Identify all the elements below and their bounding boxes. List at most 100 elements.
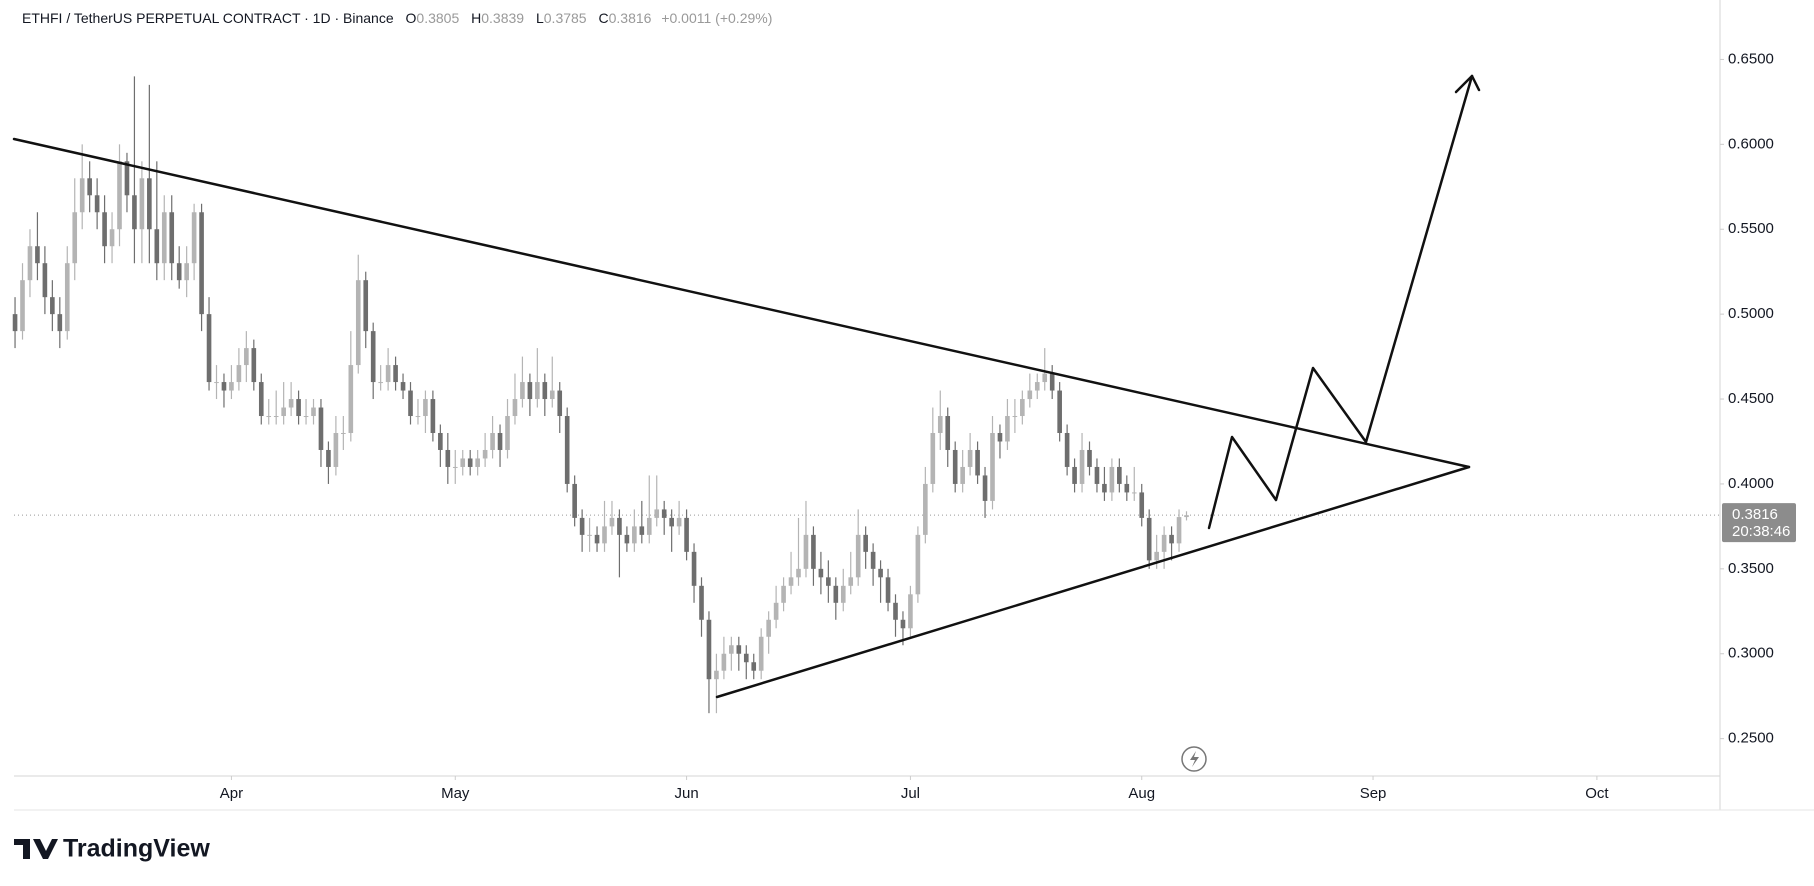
candle-body	[1109, 466, 1115, 493]
candle-body	[1161, 534, 1167, 552]
candle-body	[1064, 432, 1070, 467]
candle-body	[497, 432, 503, 450]
candle-body	[721, 653, 727, 671]
candle-body	[206, 314, 212, 383]
ohlc-letter: L	[536, 10, 544, 26]
candle-body	[945, 416, 951, 450]
lower-trendline	[715, 465, 1471, 699]
candle-body	[50, 297, 55, 315]
candle-body	[646, 517, 652, 535]
candle-body	[467, 458, 473, 467]
candle-body	[602, 526, 607, 544]
candle-body	[311, 407, 316, 417]
candle-body	[430, 399, 436, 433]
candle-body	[781, 585, 786, 603]
candle-body	[952, 449, 958, 484]
candle-body	[669, 517, 674, 527]
candle-body	[475, 458, 480, 467]
drawings	[12, 74, 1481, 699]
icon-circle	[1181, 746, 1207, 772]
candle-body	[1020, 399, 1025, 417]
candle-body	[811, 534, 816, 569]
change: +0.0011 (+0.29%)	[661, 10, 772, 26]
candle-body	[273, 416, 279, 418]
candle-body	[848, 577, 854, 586]
candle-body	[937, 416, 943, 433]
y-tick-label: 0.4000	[1728, 475, 1774, 492]
candle-body	[258, 382, 264, 417]
candle-body	[833, 585, 839, 603]
y-tick-label: 0.6000	[1728, 135, 1774, 152]
candle-body	[72, 212, 78, 264]
icon-bolt	[1190, 751, 1199, 767]
y-tick-label: 0.5000	[1728, 305, 1774, 322]
candle-body	[244, 348, 249, 366]
header: ETHFI / TetherUS PERPETUAL CONTRACT · 1D…	[22, 10, 772, 26]
candle-body	[214, 382, 219, 384]
candle-body	[1169, 534, 1174, 544]
candle-body	[490, 432, 495, 450]
candle-body	[1049, 373, 1055, 391]
candle-body	[132, 195, 137, 230]
candle-body	[691, 551, 697, 586]
candle-body	[699, 585, 704, 620]
candle-body	[341, 432, 346, 434]
candle-body	[423, 399, 428, 417]
y-tick-label: 0.2500	[1728, 730, 1774, 747]
candle-body	[326, 449, 331, 467]
y-tick-label: 0.3500	[1728, 560, 1774, 577]
candle-body	[743, 653, 749, 663]
candle-body	[333, 432, 339, 467]
candle-body	[982, 475, 988, 501]
candle-body	[639, 526, 645, 535]
candle-body	[57, 314, 63, 332]
candle-body	[1139, 492, 1145, 518]
candle-body	[1124, 483, 1130, 493]
candle-body	[385, 365, 391, 383]
candle-body	[355, 280, 361, 366]
candle-body	[445, 449, 451, 467]
brand[interactable]: TradingView	[14, 835, 210, 863]
candle-body	[512, 399, 518, 417]
candle-body	[35, 246, 40, 264]
candle-body	[684, 517, 689, 552]
candle-body	[27, 246, 33, 281]
y-tick-label: 0.4500	[1728, 390, 1774, 407]
brand-name: TradingView	[63, 835, 210, 863]
candle-body	[393, 365, 398, 383]
candle-body	[878, 568, 883, 578]
candle-body	[452, 466, 458, 468]
candle-body	[579, 517, 585, 535]
candle-body	[191, 212, 197, 264]
candle-body	[818, 568, 824, 578]
candle-body	[505, 416, 510, 450]
candle-body	[788, 577, 794, 586]
candle-body	[594, 534, 600, 544]
replay-icon[interactable]	[1181, 746, 1207, 772]
candle-body	[624, 534, 630, 544]
x-tick-label: May	[441, 785, 470, 802]
candle-body	[527, 382, 533, 400]
candle-body	[930, 432, 936, 484]
candle-body	[42, 263, 48, 298]
candle-body	[609, 517, 615, 527]
candle-body	[736, 645, 742, 654]
candle-body	[348, 365, 354, 433]
candle-body	[1057, 390, 1062, 433]
symbol-title: ETHFI / TetherUS PERPETUAL CONTRACT · 1D…	[22, 10, 394, 26]
candle-body	[1094, 466, 1100, 484]
candle-body	[870, 551, 876, 569]
candle-body	[251, 348, 257, 383]
ohlc-value: 0.3839	[481, 10, 524, 26]
candle-body	[147, 178, 152, 230]
x-tick-label: Jun	[674, 785, 698, 802]
candle-body	[400, 382, 406, 391]
x-tick-label: Oct	[1585, 785, 1609, 802]
candle-body	[288, 399, 294, 408]
candle-body	[729, 645, 734, 654]
x-tick-label: Sep	[1360, 785, 1387, 802]
ohlc-letter: C	[598, 10, 608, 26]
candle-body	[20, 280, 25, 332]
candle-body	[714, 670, 719, 680]
